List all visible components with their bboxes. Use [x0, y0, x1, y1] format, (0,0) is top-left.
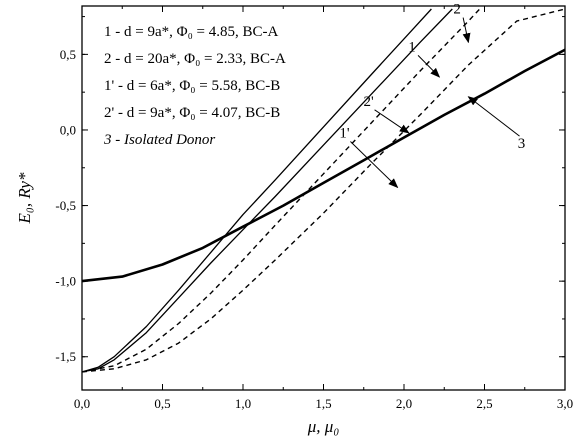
series-line-1: [82, 8, 453, 373]
y-tick-label: -0,5: [55, 198, 76, 213]
y-tick-label: -1,5: [55, 349, 76, 364]
x-tick-label: 1,5: [315, 396, 331, 411]
x-tick-label: 0,0: [74, 396, 90, 411]
curve-label: 2': [363, 94, 374, 110]
x-tick-label: 3,0: [557, 396, 573, 411]
curve-label-arrow: [417, 55, 441, 78]
legend-entry: 1 - d = 9a*, Φ₀ = 4.85, BC-A: [104, 24, 279, 40]
y-tick-label: 0,5: [60, 47, 76, 62]
series-line-2: [82, 8, 432, 373]
x-axis-label: μ, μ₀: [307, 417, 340, 436]
series-line-2': [82, 8, 481, 373]
series-group: [82, 8, 565, 373]
x-tick-label: 2,0: [396, 396, 412, 411]
curve-label-arrow: [462, 17, 471, 44]
curve-label-arrow: [350, 141, 399, 189]
series-line-3: [82, 48, 565, 283]
series-line-1': [82, 8, 565, 373]
curve-label-arrow: [374, 109, 410, 134]
legend-entry: 3 - Isolated Donor: [103, 132, 215, 148]
curve-label: 2: [453, 2, 461, 18]
x-tick-label: 0,5: [154, 396, 170, 411]
legend-entry: 1' - d = 6a*, Φ₀ = 5.58, BC-B: [104, 78, 280, 94]
y-tick-label: 0,0: [60, 122, 76, 137]
curve-label: 1: [408, 39, 416, 55]
curve-label: 1': [339, 126, 350, 142]
curve-label-arrow: [467, 96, 520, 137]
curve-label: 3: [518, 136, 526, 152]
y-tick-label: -1,0: [55, 274, 76, 289]
legend-entry: 2' - d = 9a*, Φ₀ = 4.07, BC-B: [104, 105, 280, 121]
y-axis-label: E₀, Ry*: [15, 172, 34, 224]
legend-entry: 2 - d = 20a*, Φ₀ = 2.33, BC-A: [104, 51, 286, 67]
x-tick-label: 1,0: [235, 396, 251, 411]
x-tick-label: 2,5: [476, 396, 492, 411]
